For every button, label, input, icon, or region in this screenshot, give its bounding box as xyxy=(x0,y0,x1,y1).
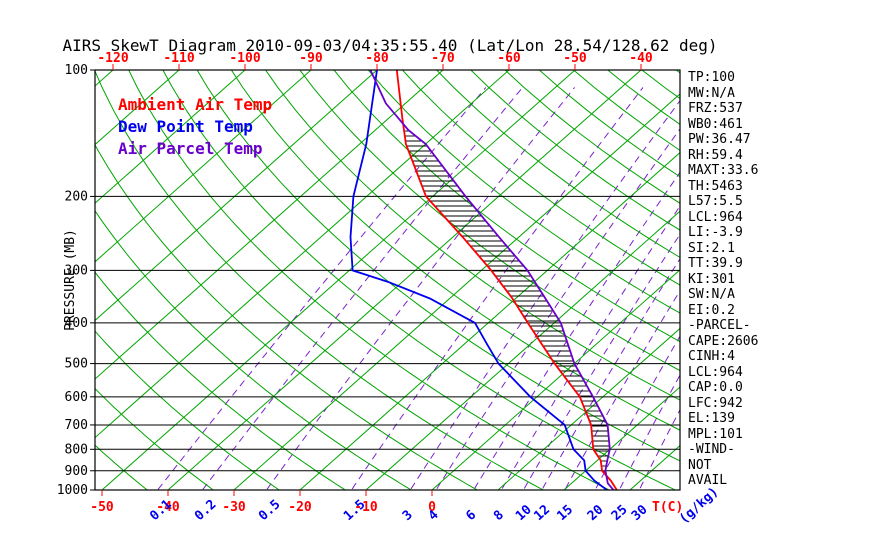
top-temp-tick-label: -40 xyxy=(629,51,653,66)
legend-air-parcel-temp: Air Parcel Temp xyxy=(118,139,263,158)
top-temp-tick-label: -70 xyxy=(431,51,455,66)
top-temp-tick-label: -100 xyxy=(229,51,260,66)
mixing-ratio-tick-label: 25 xyxy=(609,502,631,524)
mixing-ratio-tick-label: 6 xyxy=(463,507,479,524)
pressure-tick-label: 100 xyxy=(65,63,88,78)
page-title: AIRS SkewT Diagram 2010-09-03/04:35:55.4… xyxy=(62,36,718,55)
pressure-tick-label: 200 xyxy=(65,189,88,204)
stat-line: MAXT:33.6 xyxy=(688,163,759,178)
stat-line: EL:139 xyxy=(688,411,735,426)
stat-line: MPL:101 xyxy=(688,426,743,442)
legend-dew-point-temp: Dew Point Temp xyxy=(118,117,253,136)
stat-line: L57:5.5 xyxy=(688,194,743,209)
plot-border xyxy=(94,69,681,491)
stat-line: MW:N/A xyxy=(688,85,735,101)
mixing-ratio-tick-label: 8 xyxy=(491,507,507,524)
bottom-temp-tick-label: 0 xyxy=(428,500,436,515)
stat-line: LFC:942 xyxy=(688,395,743,411)
pressure-tick-label: 600 xyxy=(65,390,88,405)
stat-line: RH:59.4 xyxy=(688,147,743,163)
stat-line: FRZ:537 xyxy=(688,101,743,116)
stat-line: TH:5463 xyxy=(688,178,743,194)
pressure-tick-label: 700 xyxy=(65,418,88,433)
stat-line: NOT xyxy=(688,457,712,473)
cape-hatch xyxy=(404,130,610,472)
dew-point-curve xyxy=(349,70,608,490)
legend-ambient-air-temp: Ambient Air Temp xyxy=(118,95,273,114)
stat-line: CINH:4 xyxy=(688,349,735,364)
top-temp-tick-label: -80 xyxy=(365,51,389,66)
bottom-temp-tick-label: -30 xyxy=(222,500,246,515)
stat-line: TT:39.9 xyxy=(688,256,743,271)
bottom-temp-tick-label: -10 xyxy=(354,500,378,515)
stat-line: -WIND- xyxy=(688,442,735,457)
stat-line: SW:N/A xyxy=(688,287,735,302)
top-temp-tick-label: -60 xyxy=(497,51,521,66)
stat-line: LCL:964 xyxy=(688,209,743,225)
mixing-ratio-tick-label: 3 xyxy=(400,508,416,524)
stat-line: SI:2.1 xyxy=(688,240,735,256)
mixing-ratio-tick-label: 0.5 xyxy=(256,497,283,524)
temp-unit-label: T(C) xyxy=(652,500,683,515)
air-parcel-curve xyxy=(369,70,615,490)
pressure-tick-label: 400 xyxy=(65,316,88,331)
stat-line: TP:100 xyxy=(688,70,735,85)
mixing-ratio-unit-label: (g/kg) xyxy=(677,484,722,527)
top-temp-tick-label: -50 xyxy=(563,51,587,66)
pressure-tick-label: 300 xyxy=(65,263,88,278)
top-temp-tick-label: -110 xyxy=(163,51,194,66)
stat-line: WB0:461 xyxy=(688,116,743,132)
top-temp-tick-label: -90 xyxy=(299,51,323,66)
bottom-temp-tick-label: -40 xyxy=(156,500,180,515)
stat-line: AVAIL xyxy=(688,473,728,488)
stat-line: KI:301 xyxy=(688,271,735,287)
pressure-tick-label: 1000 xyxy=(57,483,88,498)
bottom-temp-tick-label: -20 xyxy=(288,500,312,515)
ambient-temp-curve xyxy=(395,70,618,490)
pressure-tick-label: 800 xyxy=(65,442,88,457)
stat-line: CAPE:2606 xyxy=(688,333,759,349)
stat-line: LCL:964 xyxy=(688,364,743,380)
stats-panel: TP:100 MW:N/A FRZ:537 WB0:461 PW:36.47 RH:59.… xyxy=(688,70,758,489)
pressure-tick-label: 900 xyxy=(65,464,88,479)
bottom-temp-tick-label: -50 xyxy=(90,500,114,515)
stat-line: PW:36.47 xyxy=(688,132,751,147)
mixing-ratio-tick-label: 15 xyxy=(554,502,576,524)
mixing-ratio-tick-label: 0.2 xyxy=(192,497,219,524)
stat-line: LI:-3.9 xyxy=(688,225,743,240)
stat-line: EI:0.2 xyxy=(688,302,735,318)
stat-line: -PARCEL- xyxy=(688,318,751,333)
legend: Ambient Air Temp Dew Point Temp Air Parc… xyxy=(118,94,272,160)
mixing-ratio-tick-label: 30 xyxy=(629,502,651,524)
pressure-tick-label: 500 xyxy=(65,357,88,372)
pressure-axis-label: PRESSURE (MB) xyxy=(63,229,78,331)
top-temp-tick-label: -120 xyxy=(97,51,128,66)
mixing-ratio-tick-label: 20 xyxy=(585,502,607,524)
stat-line: CAP:0.0 xyxy=(688,380,743,395)
mixing-ratio-tick-label: 12 xyxy=(531,502,553,524)
isotherms-layer xyxy=(95,70,680,490)
